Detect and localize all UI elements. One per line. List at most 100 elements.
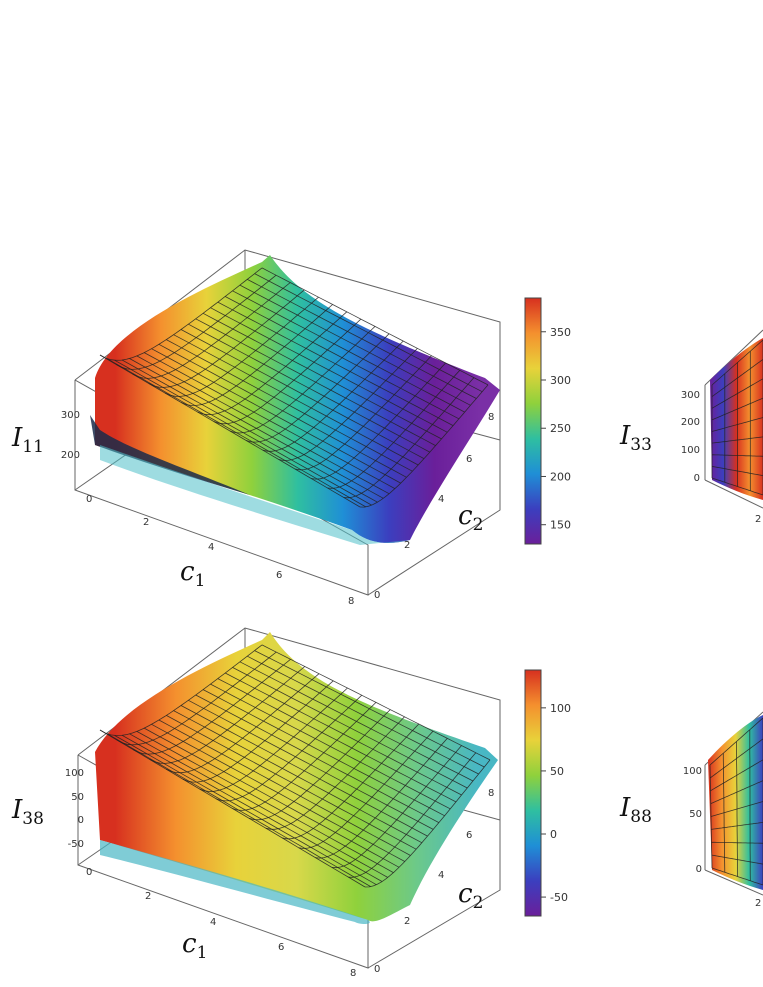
mesh-line: [711, 841, 763, 844]
i11-xtick: 6: [276, 570, 282, 581]
i11-colorbar: [524, 297, 542, 545]
i38-zlabel: I38: [11, 795, 44, 829]
i88-ztick: 50: [689, 809, 702, 820]
i11-ytick: 4: [438, 494, 444, 505]
mesh-line: [331, 745, 462, 869]
mesh-line: [229, 326, 376, 434]
i33-ztick: 300: [681, 390, 700, 401]
i88-box-edge2: [704, 869, 763, 896]
i11-ztick: 200: [61, 450, 80, 461]
mesh-line: [359, 384, 489, 508]
mesh-line: [99, 267, 263, 361]
mesh-line: [166, 673, 320, 774]
i38-xtick: 8: [350, 968, 356, 979]
mesh-line: [711, 867, 763, 886]
mesh-line: [262, 340, 404, 452]
mesh-line: [709, 717, 763, 766]
i38-ytick: 2: [404, 916, 410, 927]
panel-i38: -50 0 50 100 0 2 4 6 8 0 2 4 6 8 I38 c1 …: [11, 627, 571, 979]
mesh-line: [265, 716, 405, 830]
i11-ytick: 0: [374, 590, 380, 601]
mesh-line: [294, 355, 432, 471]
mesh-line: [711, 359, 763, 397]
mesh-line: [710, 759, 763, 792]
i33-ztick: 200: [681, 417, 700, 428]
i38-xtick: 0: [86, 867, 92, 878]
mesh-line: [711, 854, 763, 865]
mesh-line: [197, 311, 348, 416]
mesh-line: [711, 477, 763, 496]
i38-ztick: 100: [65, 768, 84, 779]
mesh-line: [99, 644, 263, 736]
colorbar-tick-label: 100: [550, 702, 571, 715]
panel-i11: 200 300 0 2 4 6 8 0 2 4 6 8 I11 c1 c2 15…: [11, 249, 571, 607]
mesh-line: [348, 752, 477, 878]
i33-ztick: 100: [681, 445, 700, 456]
colorbar-tick-label: 200: [550, 470, 571, 483]
colorbar-tick-label: 300: [550, 374, 571, 387]
mesh-line: [148, 289, 305, 388]
mesh-line: [711, 378, 763, 409]
panel-i88: 0 50 100 2 I88: [619, 711, 763, 909]
mesh-line: [711, 397, 763, 421]
i38-ytick: 6: [466, 830, 472, 841]
mesh-line: [232, 702, 377, 811]
i11-xtick: 0: [86, 494, 92, 505]
i88-xtick: 2: [755, 898, 761, 909]
i33-mesh: [711, 339, 763, 496]
mesh-line: [711, 436, 763, 444]
mesh-line: [710, 801, 763, 817]
i38-mesh: [99, 644, 491, 888]
mesh-line: [364, 759, 491, 888]
i33-xtick: 2: [755, 514, 761, 525]
i11-mesh: [99, 267, 489, 508]
i38-box-back: [77, 627, 501, 969]
i38-xlabel: c1: [182, 929, 207, 963]
mesh-line: [282, 723, 420, 840]
i38-colorbar: [524, 669, 542, 917]
i11-ytick: 2: [404, 540, 410, 551]
mesh-line: [710, 738, 763, 779]
i38-ztick: 0: [78, 815, 84, 826]
mesh-line: [116, 651, 277, 746]
mesh-line: [315, 738, 448, 859]
mesh-line: [213, 318, 362, 425]
mesh-line: [248, 709, 391, 821]
i38-xtick: 2: [145, 891, 151, 902]
i88-mesh: [709, 717, 763, 886]
mesh-line: [710, 780, 763, 804]
i11-xtick: 4: [208, 542, 214, 553]
mesh-line: [132, 658, 291, 755]
mesh-line: [711, 822, 763, 830]
i11-ytick: 8: [488, 412, 494, 423]
i11-colorbar-ticks: 150 200 250 300 350: [541, 326, 571, 532]
mesh-line: [278, 348, 418, 461]
i33-ztick: 0: [694, 473, 700, 484]
i88-ztick: 100: [683, 766, 702, 777]
i11-box-back: [74, 249, 501, 596]
i11-xtick: 2: [143, 517, 149, 528]
i88-zlabel: I88: [619, 793, 652, 827]
i88-surface: [708, 715, 763, 890]
i38-colorbar-ticks: -50 0 50 100: [541, 702, 571, 904]
mesh-line: [298, 730, 434, 849]
i38-ylabel: c2: [458, 879, 483, 913]
i11-xtick: 8: [348, 596, 354, 607]
mesh-line: [343, 377, 475, 499]
mesh-line: [182, 680, 334, 783]
mesh-line: [246, 333, 390, 443]
i11-ytick: 6: [466, 454, 472, 465]
i11-ylabel: c2: [458, 501, 483, 535]
mesh-line: [711, 339, 763, 386]
mesh-line: [711, 417, 763, 432]
mesh-line: [311, 362, 446, 480]
mesh-line: [199, 687, 348, 792]
mesh-line: [132, 282, 291, 379]
i38-surface-front: [100, 840, 370, 925]
mesh-line: [711, 466, 763, 476]
i38-ztick: 50: [71, 792, 84, 803]
colorbar-tick-label: -50: [550, 891, 568, 904]
mesh-line: [149, 666, 306, 764]
i33-box-edge2: [704, 479, 763, 509]
colorbar-tick-label: 50: [550, 765, 564, 778]
